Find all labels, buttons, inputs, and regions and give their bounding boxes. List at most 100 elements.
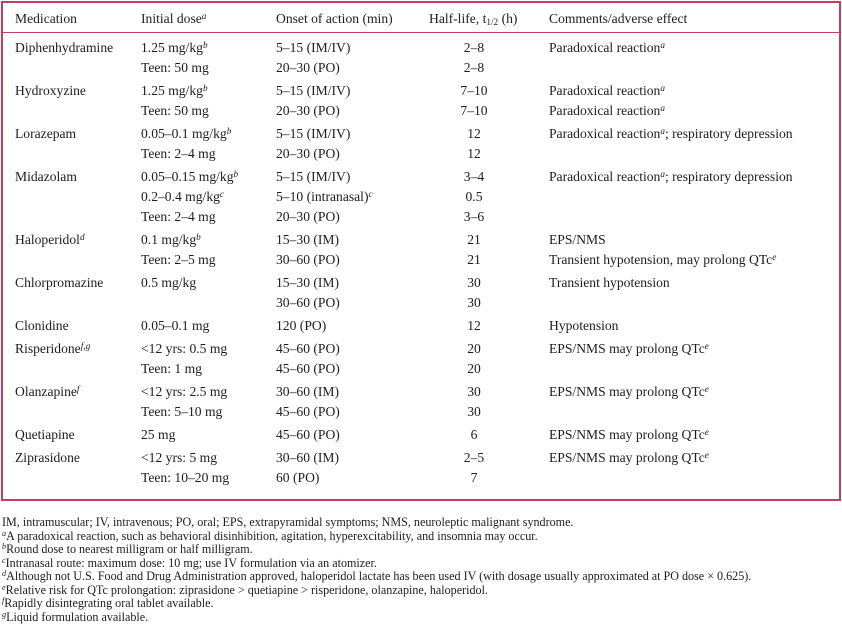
cell-medication: [15, 187, 141, 207]
cell-half-life: 30: [467, 275, 481, 290]
cell-onset-of-action: 5–15 (IM/IV): [276, 126, 351, 141]
cell-half-life: 21: [467, 232, 481, 247]
cell-onset-of-action: 60 (PO): [276, 470, 320, 485]
medication-group: Diphenhydramine 1.25 mg/kgb 5–15 (IM/IV) 2–…: [15, 38, 831, 78]
cell-half-life: 0.5: [465, 189, 483, 204]
footnotes: IM, intramuscular; IV, intravenous; PO, …: [2, 515, 840, 624]
cell-half-life: 6: [470, 427, 478, 442]
footnote-line: eRelative risk for QTc prolongation: zip…: [2, 582, 488, 597]
medication-group: Hydroxyzine 1.25 mg/kgb 5–15 (IM/IV) 7–10 Pa…: [15, 81, 831, 121]
cell-medication: [15, 101, 141, 121]
cell-comments: Paradoxical reactiona: [549, 82, 665, 98]
cell-initial-dose: Teen: 5–10 mg: [141, 404, 223, 419]
cell-half-life: 2–8: [463, 40, 485, 55]
table-row: Ziprasidone <12 yrs: 5 mg 30–60 (IM) 2–5 EPS…: [15, 448, 831, 468]
medication-group: Midazolam 0.05–0.15 mg/kgb 5–15 (IM/IV) 3–4…: [15, 167, 831, 227]
cell-comments: EPS/NMS may prolong QTce: [549, 426, 709, 442]
table-row: Lorazepam 0.05–0.1 mg/kgb 5–15 (IM/IV) 12 Pa…: [15, 124, 831, 144]
cell-comments: Paradoxical reactiona; respiratory depre…: [549, 168, 793, 184]
cell-half-life: 12: [467, 146, 481, 161]
cell-medication: [15, 293, 141, 313]
cell-comments: [549, 58, 831, 78]
cell-initial-dose: Teen: 10–20 mg: [141, 470, 230, 485]
cell-comments: EPS/NMS may prolong QTce: [549, 340, 709, 356]
cell-onset-of-action: 30–60 (PO): [276, 252, 340, 267]
medication-group: Quetiapine 25 mg 45–60 (PO) 6 EPS/NMS may pr…: [15, 425, 831, 445]
cell-initial-dose: 0.05–0.15 mg/kgb: [141, 168, 239, 184]
cell-initial-dose: 1.25 mg/kgb: [141, 39, 208, 55]
medication-group: Chlorpromazine 0.5 mg/kg 15–30 (IM) 30 Trans…: [15, 273, 831, 313]
cell-onset-of-action: 5–15 (IM/IV): [276, 169, 351, 184]
cell-half-life: 2–8: [463, 60, 485, 75]
cell-half-life: 20: [467, 341, 481, 356]
cell-onset-of-action: 120 (PO): [276, 318, 327, 333]
footnote-line: cIntranasal route: maximum dose: 10 mg; …: [2, 555, 377, 570]
cell-half-life: 2–5: [463, 450, 485, 465]
cell-medication: Ziprasidone: [15, 450, 80, 465]
cell-medication: [15, 58, 141, 78]
cell-onset-of-action: 20–30 (PO): [276, 209, 340, 224]
cell-initial-dose: <12 yrs: 2.5 mg: [141, 384, 228, 399]
cell-comments: Transient hypotension: [549, 275, 670, 290]
cell-onset-of-action: 45–60 (PO): [276, 341, 340, 356]
cell-initial-dose: Teen: 2–4 mg: [141, 209, 216, 224]
cell-medication: [15, 402, 141, 422]
cell-onset-of-action: 20–30 (PO): [276, 103, 340, 118]
cell-half-life: 7: [470, 470, 478, 485]
cell-initial-dose: 0.05–0.1 mg/kgb: [141, 125, 232, 141]
cell-initial-dose: Teen: 2–5 mg: [141, 252, 216, 267]
cell-half-life: 12: [467, 318, 481, 333]
table-row: 0.2–0.4 mg/kgc 5–10 (intranasal)c 0.5: [15, 187, 831, 207]
medication-group: Olanzapinef <12 yrs: 2.5 mg 30–60 (IM) 30 EP…: [15, 382, 831, 422]
cell-initial-dose: 0.2–0.4 mg/kgc: [141, 188, 225, 204]
cell-medication: Olanzapinef: [15, 383, 80, 399]
table-row: Hydroxyzine 1.25 mg/kgb 5–15 (IM/IV) 7–10 Pa…: [15, 81, 831, 101]
column-header-medication: Medication: [15, 11, 77, 26]
cell-half-life: 7–10: [460, 103, 488, 118]
cell-comments: [549, 144, 831, 164]
cell-medication: Midazolam: [15, 169, 77, 184]
table-row: Risperidonef,g <12 yrs: 0.5 mg 45–60 (PO) 2…: [15, 339, 831, 359]
cell-comments: [549, 187, 831, 207]
cell-medication: Clonidine: [15, 318, 69, 333]
cell-onset-of-action: 20–30 (PO): [276, 146, 340, 161]
cell-initial-dose: <12 yrs: 0.5 mg: [141, 341, 228, 356]
table-row: 30–60 (PO) 30: [15, 293, 831, 313]
cell-half-life: 21: [467, 252, 481, 267]
footnote-line: bRound dose to nearest milligram or half…: [2, 542, 253, 556]
cell-onset-of-action: 30–60 (PO): [276, 295, 340, 310]
cell-initial-dose: 0.1 mg/kgb: [141, 231, 201, 247]
cell-onset-of-action: 20–30 (PO): [276, 60, 340, 75]
cell-medication: Haloperidold: [15, 231, 85, 247]
table-row: Teen: 50 mg 20–30 (PO) 7–10 Paradoxical rea…: [15, 101, 831, 121]
table-row: Midazolam 0.05–0.15 mg/kgb 5–15 (IM/IV) 3–4…: [15, 167, 831, 187]
cell-onset-of-action: 45–60 (PO): [276, 427, 340, 442]
cell-comments: EPS/NMS: [549, 232, 606, 247]
table-row: Clonidine 0.05–0.1 mg 120 (PO) 12 Hypotensio…: [15, 316, 831, 336]
cell-comments: [549, 402, 831, 422]
cell-onset-of-action: 45–60 (PO): [276, 361, 340, 376]
cell-comments: Hypotension: [549, 318, 619, 333]
cell-onset-of-action: 5–10 (intranasal)c: [276, 188, 373, 204]
cell-comments: EPS/NMS may prolong QTce: [549, 449, 709, 465]
cell-onset-of-action: 15–30 (IM): [276, 232, 340, 247]
column-header-comments: Comments/adverse effect: [549, 11, 688, 26]
cell-initial-dose: Teen: 2–4 mg: [141, 146, 216, 161]
table-header-row: Medication Initial dosea Onset of action…: [3, 3, 839, 33]
cell-comments: Paradoxical reactiona: [549, 102, 665, 118]
cell-half-life: 7–10: [460, 83, 488, 98]
table-row: Chlorpromazine 0.5 mg/kg 15–30 (IM) 30 Trans…: [15, 273, 831, 293]
medication-group: Haloperidold 0.1 mg/kgb 15–30 (IM) 21 EPS/NM…: [15, 230, 831, 270]
table-body: Diphenhydramine 1.25 mg/kgb 5–15 (IM/IV) 2–…: [3, 33, 839, 488]
column-header-onset-of-action: Onset of action (min): [276, 11, 393, 26]
table-row: Olanzapinef <12 yrs: 2.5 mg 30–60 (IM) 30 EP…: [15, 382, 831, 402]
table-row: Teen: 2–5 mg 30–60 (PO) 21 Transient hypote…: [15, 250, 831, 270]
cell-initial-dose: 0.5 mg/kg: [141, 275, 197, 290]
medication-table: Medication Initial dosea Onset of action…: [1, 1, 841, 501]
table-row: Teen: 5–10 mg 45–60 (PO) 30: [15, 402, 831, 422]
cell-medication: Hydroxyzine: [15, 83, 86, 98]
cell-half-life: 30: [467, 404, 481, 419]
cell-medication: Lorazepam: [15, 126, 77, 141]
cell-medication: [15, 207, 141, 227]
